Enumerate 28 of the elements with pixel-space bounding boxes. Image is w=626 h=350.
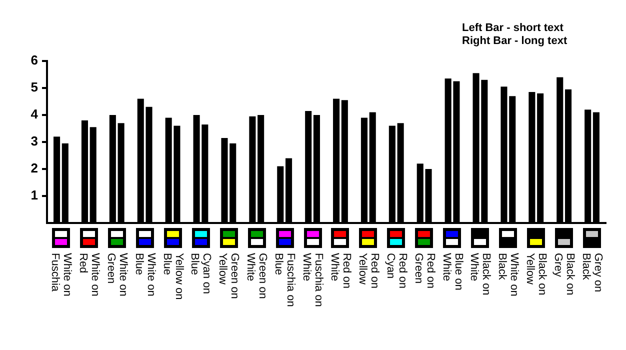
x-tick-label: Red on White [328, 253, 352, 290]
x-tick-label: White on Green [104, 253, 129, 298]
x-tick-label: Black on Yellow [524, 253, 548, 298]
y-tick-label: 5 [30, 80, 38, 95]
x-tick-label: Grey on Black [580, 253, 604, 294]
x-tick-label: White on Black [496, 253, 520, 298]
y-tick-label: 1 [30, 188, 38, 203]
y-tick-label: 3 [30, 134, 38, 149]
x-tick-label: Red on Cyan [384, 253, 408, 290]
x-tick-label: Fuschia on White [300, 253, 325, 309]
x-tick-label: White on Fuschia [48, 253, 73, 298]
x-tick-label: Red on Green [412, 253, 436, 290]
x-tick-label: Green on White [244, 253, 269, 301]
x-tick-label: Black on White [468, 253, 492, 298]
x-tick-label: Red on Yellow [356, 253, 380, 290]
x-tick-label: Fuschia on Blue [272, 253, 297, 309]
x-tick-label: White on Red [76, 253, 101, 298]
y-tick-label: 6 [30, 52, 38, 68]
x-tick-label: White on Blue [132, 253, 157, 298]
text: Right Bar - long text [462, 35, 568, 48]
y-tick-label: 4 [30, 106, 39, 122]
x-tick-label: Green on Yellow [216, 253, 241, 301]
x-tick-label: Black on Grey [552, 253, 576, 298]
x-tick-label: Blue on White [440, 253, 464, 292]
x-tick-label: Yellow on Blue [160, 253, 185, 302]
text: Left Bar - short text [462, 22, 564, 35]
x-tick-label: Cyan on Blue [188, 253, 213, 296]
y-tick-label: 2 [30, 160, 38, 176]
